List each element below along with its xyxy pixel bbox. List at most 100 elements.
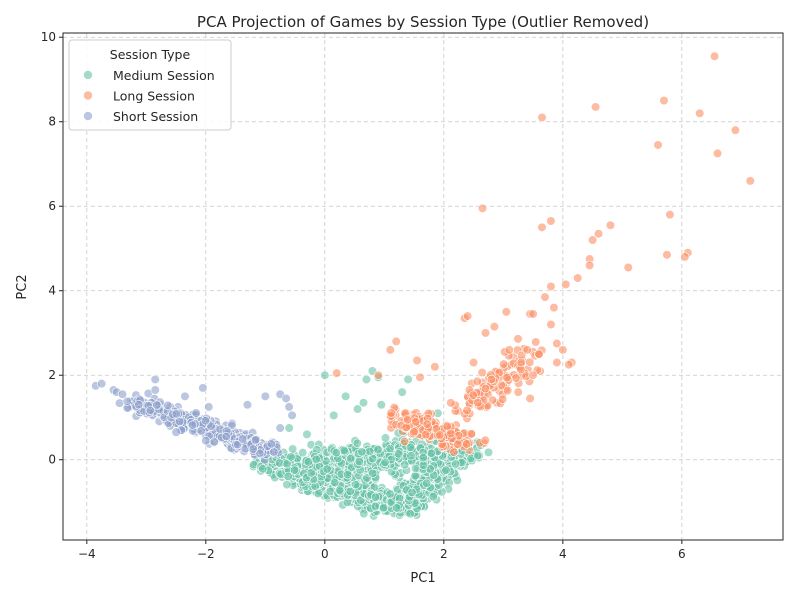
data-point [463,311,473,321]
data-point [343,469,353,480]
data-point [255,448,265,458]
data-point [528,309,538,319]
data-point [242,400,253,410]
data-point [468,390,478,400]
x-tick-label: 6 [678,547,686,561]
data-point [473,451,483,461]
data-point [399,436,410,447]
data-point [188,420,198,430]
data-point [546,216,556,226]
data-point [269,447,279,457]
data-point [306,468,316,478]
data-point [504,345,514,355]
data-point [386,408,396,418]
data-point [407,487,417,498]
data-point [665,210,675,220]
data-point [402,415,413,425]
data-point [385,444,395,454]
x-axis-ticks: −4 −2 0 2 4 6 [78,540,686,561]
data-point [266,439,276,449]
x-axis-label: PC1 [410,571,435,586]
data-point [171,409,181,419]
data-point [379,503,389,513]
data-points [91,51,755,521]
data-point [587,235,598,245]
data-point [422,419,432,429]
legend: Session Type Medium Session Long Session S… [68,39,232,131]
data-point [320,370,330,380]
series-short-session [91,374,297,465]
data-point [260,391,270,401]
data-point [134,400,144,410]
series-long-session [332,51,755,457]
data-point [358,398,369,408]
data-point [477,203,488,213]
data-point [180,391,190,401]
data-point [564,360,574,370]
data-point [534,349,544,359]
data-point [441,465,451,475]
data-point [361,374,372,385]
data-point [394,449,404,459]
data-point [329,410,339,420]
data-point [175,416,185,427]
data-point [558,345,568,355]
data-point [537,112,547,123]
data-point [289,465,300,475]
data-point [345,486,355,497]
data-point [451,459,461,469]
data-point [191,408,201,418]
data-point [466,429,476,439]
data-point [426,448,437,458]
data-point [422,478,432,488]
data-point [392,503,402,513]
data-point [302,429,312,439]
data-point [150,385,160,395]
data-point [546,319,556,330]
data-point [282,479,292,490]
data-point [354,456,364,467]
data-point [335,485,345,495]
data-point [370,492,381,502]
data-point [468,357,479,368]
data-point [590,102,601,112]
legend-marker [83,70,93,80]
data-point [418,453,428,463]
data-point [593,229,604,239]
data-point [282,459,292,469]
data-point [117,389,128,399]
data-point [745,176,755,186]
data-point [332,368,342,378]
data-point [405,442,415,452]
data-point [415,372,425,382]
data-point [477,367,487,378]
data-point [501,307,511,317]
legend-entry: Short Session [113,109,198,124]
data-point [486,374,497,385]
data-point [573,273,583,283]
data-point [196,426,206,436]
data-point [405,509,415,519]
data-point [150,374,160,385]
data-point [391,336,401,347]
data-point [499,359,509,369]
data-point [730,125,740,135]
data-point [209,437,219,447]
y-tick-label: 4 [48,284,56,298]
data-point [605,220,616,230]
y-tick-label: 6 [48,199,56,213]
data-point [303,457,313,467]
data-point [409,427,419,437]
legend-title: Session Type [110,47,191,62]
legend-entry: Long Session [113,89,195,104]
data-point [206,421,216,431]
data-point [352,404,363,414]
x-tick-label: 0 [321,547,329,561]
data-point [546,281,556,292]
data-point [525,357,535,367]
data-point [537,222,547,232]
data-point [412,355,422,366]
data-point [552,357,562,368]
data-point [380,457,390,468]
